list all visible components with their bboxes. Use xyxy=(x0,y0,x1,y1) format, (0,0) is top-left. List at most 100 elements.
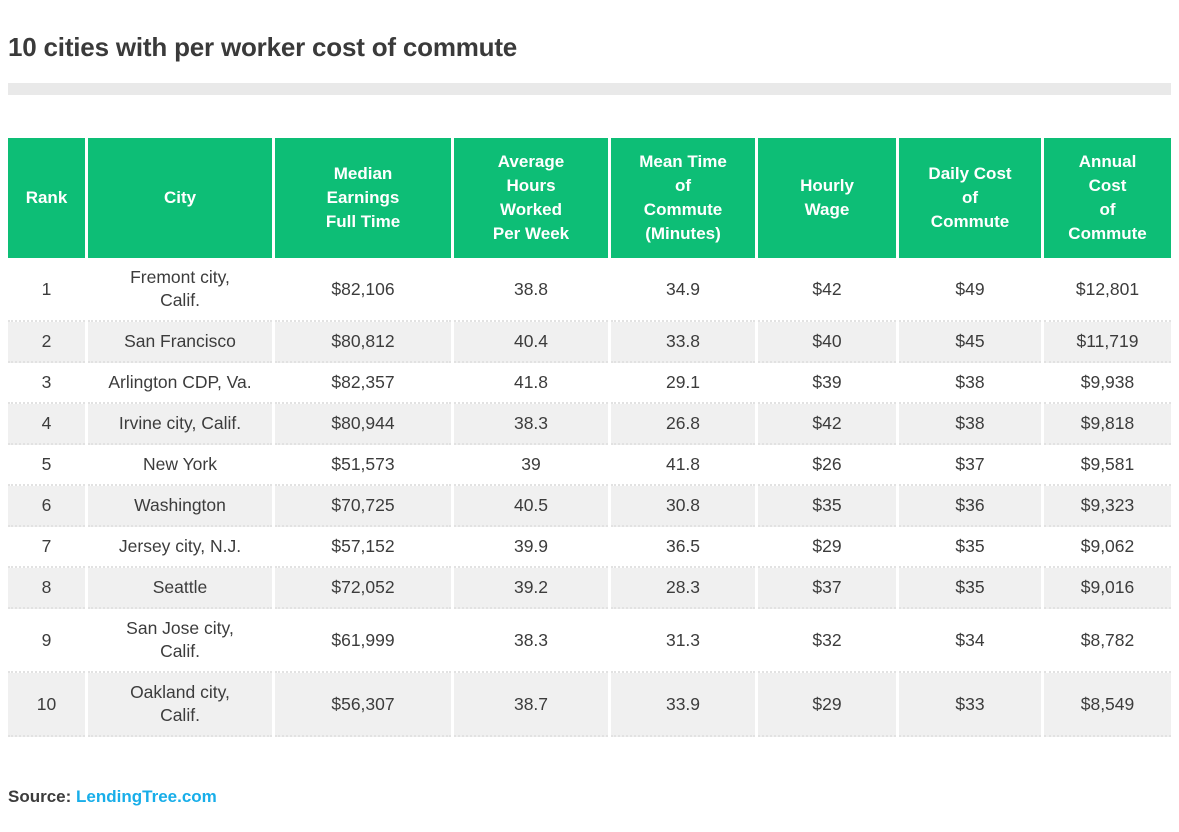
cell-annual-cost: $11,719 xyxy=(1044,322,1171,363)
table-header-row: Rank City Median Earnings Full Time Aver… xyxy=(8,138,1171,258)
col-header-hourly-wage: Hourly Wage xyxy=(758,138,896,258)
col-header-median-earnings: Median Earnings Full Time xyxy=(275,138,451,258)
cell-median-earnings: $80,812 xyxy=(275,322,451,363)
cell-daily-cost: $38 xyxy=(899,404,1041,445)
table-row: 4 Irvine city, Calif. $80,944 38.3 26.8 … xyxy=(8,404,1171,445)
cell-avg-hours: 38.8 xyxy=(454,258,608,322)
cell-annual-cost: $9,323 xyxy=(1044,486,1171,527)
cell-rank: 4 xyxy=(8,404,85,445)
cell-mean-time: 26.8 xyxy=(611,404,755,445)
cell-city: Arlington CDP, Va. xyxy=(88,363,272,404)
page: 10 cities with per worker cost of commut… xyxy=(0,32,1179,807)
cell-daily-cost: $37 xyxy=(899,445,1041,486)
cell-annual-cost: $8,549 xyxy=(1044,673,1171,737)
table-row: 5 New York $51,573 39 41.8 $26 $37 $9,58… xyxy=(8,445,1171,486)
source-label: Source: xyxy=(8,787,72,806)
cell-city: Irvine city, Calif. xyxy=(88,404,272,445)
cell-daily-cost: $35 xyxy=(899,527,1041,568)
cell-mean-time: 28.3 xyxy=(611,568,755,609)
col-header-rank: Rank xyxy=(8,138,85,258)
cell-annual-cost: $8,782 xyxy=(1044,609,1171,673)
cell-rank: 9 xyxy=(8,609,85,673)
cell-annual-cost: $9,818 xyxy=(1044,404,1171,445)
cell-annual-cost: $9,062 xyxy=(1044,527,1171,568)
cell-mean-time: 33.9 xyxy=(611,673,755,737)
cell-avg-hours: 40.4 xyxy=(454,322,608,363)
cell-rank: 10 xyxy=(8,673,85,737)
cell-median-earnings: $82,106 xyxy=(275,258,451,322)
cell-annual-cost: $9,016 xyxy=(1044,568,1171,609)
cell-avg-hours: 40.5 xyxy=(454,486,608,527)
cell-median-earnings: $56,307 xyxy=(275,673,451,737)
cell-daily-cost: $36 xyxy=(899,486,1041,527)
cell-hourly-wage: $42 xyxy=(758,258,896,322)
cell-mean-time: 33.8 xyxy=(611,322,755,363)
cell-city: New York xyxy=(88,445,272,486)
cell-daily-cost: $33 xyxy=(899,673,1041,737)
cell-mean-time: 36.5 xyxy=(611,527,755,568)
cell-hourly-wage: $32 xyxy=(758,609,896,673)
cell-median-earnings: $70,725 xyxy=(275,486,451,527)
cell-hourly-wage: $40 xyxy=(758,322,896,363)
table-row: 7 Jersey city, N.J. $57,152 39.9 36.5 $2… xyxy=(8,527,1171,568)
table-row: 3 Arlington CDP, Va. $82,357 41.8 29.1 $… xyxy=(8,363,1171,404)
cell-median-earnings: $80,944 xyxy=(275,404,451,445)
cell-median-earnings: $57,152 xyxy=(275,527,451,568)
cell-hourly-wage: $35 xyxy=(758,486,896,527)
cell-hourly-wage: $26 xyxy=(758,445,896,486)
cell-hourly-wage: $39 xyxy=(758,363,896,404)
cell-hourly-wage: $29 xyxy=(758,527,896,568)
cell-city: Jersey city, N.J. xyxy=(88,527,272,568)
col-header-avg-hours: Average Hours Worked Per Week xyxy=(454,138,608,258)
cell-mean-time: 34.9 xyxy=(611,258,755,322)
table-row: 10 Oakland city, Calif. $56,307 38.7 33.… xyxy=(8,673,1171,737)
cell-city: Oakland city, Calif. xyxy=(88,673,272,737)
cell-avg-hours: 38.3 xyxy=(454,609,608,673)
cell-daily-cost: $49 xyxy=(899,258,1041,322)
cell-city: San Francisco xyxy=(88,322,272,363)
col-header-mean-time: Mean Time of Commute (Minutes) xyxy=(611,138,755,258)
cell-mean-time: 29.1 xyxy=(611,363,755,404)
cell-rank: 6 xyxy=(8,486,85,527)
cell-rank: 8 xyxy=(8,568,85,609)
cell-hourly-wage: $37 xyxy=(758,568,896,609)
page-title: 10 cities with per worker cost of commut… xyxy=(8,32,518,62)
cell-annual-cost: $12,801 xyxy=(1044,258,1171,322)
source-line: Source: LendingTree.com xyxy=(8,787,1171,807)
commute-cost-table: Rank City Median Earnings Full Time Aver… xyxy=(5,138,1174,737)
cell-median-earnings: $51,573 xyxy=(275,445,451,486)
cell-mean-time: 30.8 xyxy=(611,486,755,527)
cell-city: Seattle xyxy=(88,568,272,609)
cell-rank: 1 xyxy=(8,258,85,322)
cell-avg-hours: 38.7 xyxy=(454,673,608,737)
table-row: 9 San Jose city, Calif. $61,999 38.3 31.… xyxy=(8,609,1171,673)
cell-mean-time: 31.3 xyxy=(611,609,755,673)
cell-annual-cost: $9,938 xyxy=(1044,363,1171,404)
col-header-annual-cost: Annual Cost of Commute xyxy=(1044,138,1171,258)
cell-rank: 5 xyxy=(8,445,85,486)
cell-avg-hours: 38.3 xyxy=(454,404,608,445)
cell-daily-cost: $45 xyxy=(899,322,1041,363)
cell-rank: 2 xyxy=(8,322,85,363)
cell-rank: 3 xyxy=(8,363,85,404)
cell-rank: 7 xyxy=(8,527,85,568)
cell-median-earnings: $61,999 xyxy=(275,609,451,673)
col-header-daily-cost: Daily Cost of Commute xyxy=(899,138,1041,258)
cell-median-earnings: $72,052 xyxy=(275,568,451,609)
table-row: 8 Seattle $72,052 39.2 28.3 $37 $35 $9,0… xyxy=(8,568,1171,609)
cell-annual-cost: $9,581 xyxy=(1044,445,1171,486)
source-link[interactable]: LendingTree.com xyxy=(76,787,217,806)
cell-avg-hours: 39.2 xyxy=(454,568,608,609)
cell-city: Fremont city, Calif. xyxy=(88,258,272,322)
cell-hourly-wage: $29 xyxy=(758,673,896,737)
cell-daily-cost: $34 xyxy=(899,609,1041,673)
cell-daily-cost: $38 xyxy=(899,363,1041,404)
cell-hourly-wage: $42 xyxy=(758,404,896,445)
cell-mean-time: 41.8 xyxy=(611,445,755,486)
cell-city: San Jose city, Calif. xyxy=(88,609,272,673)
title-divider xyxy=(8,83,1171,95)
col-header-city: City xyxy=(88,138,272,258)
cell-avg-hours: 41.8 xyxy=(454,363,608,404)
table-row: 6 Washington $70,725 40.5 30.8 $35 $36 $… xyxy=(8,486,1171,527)
cell-avg-hours: 39 xyxy=(454,445,608,486)
